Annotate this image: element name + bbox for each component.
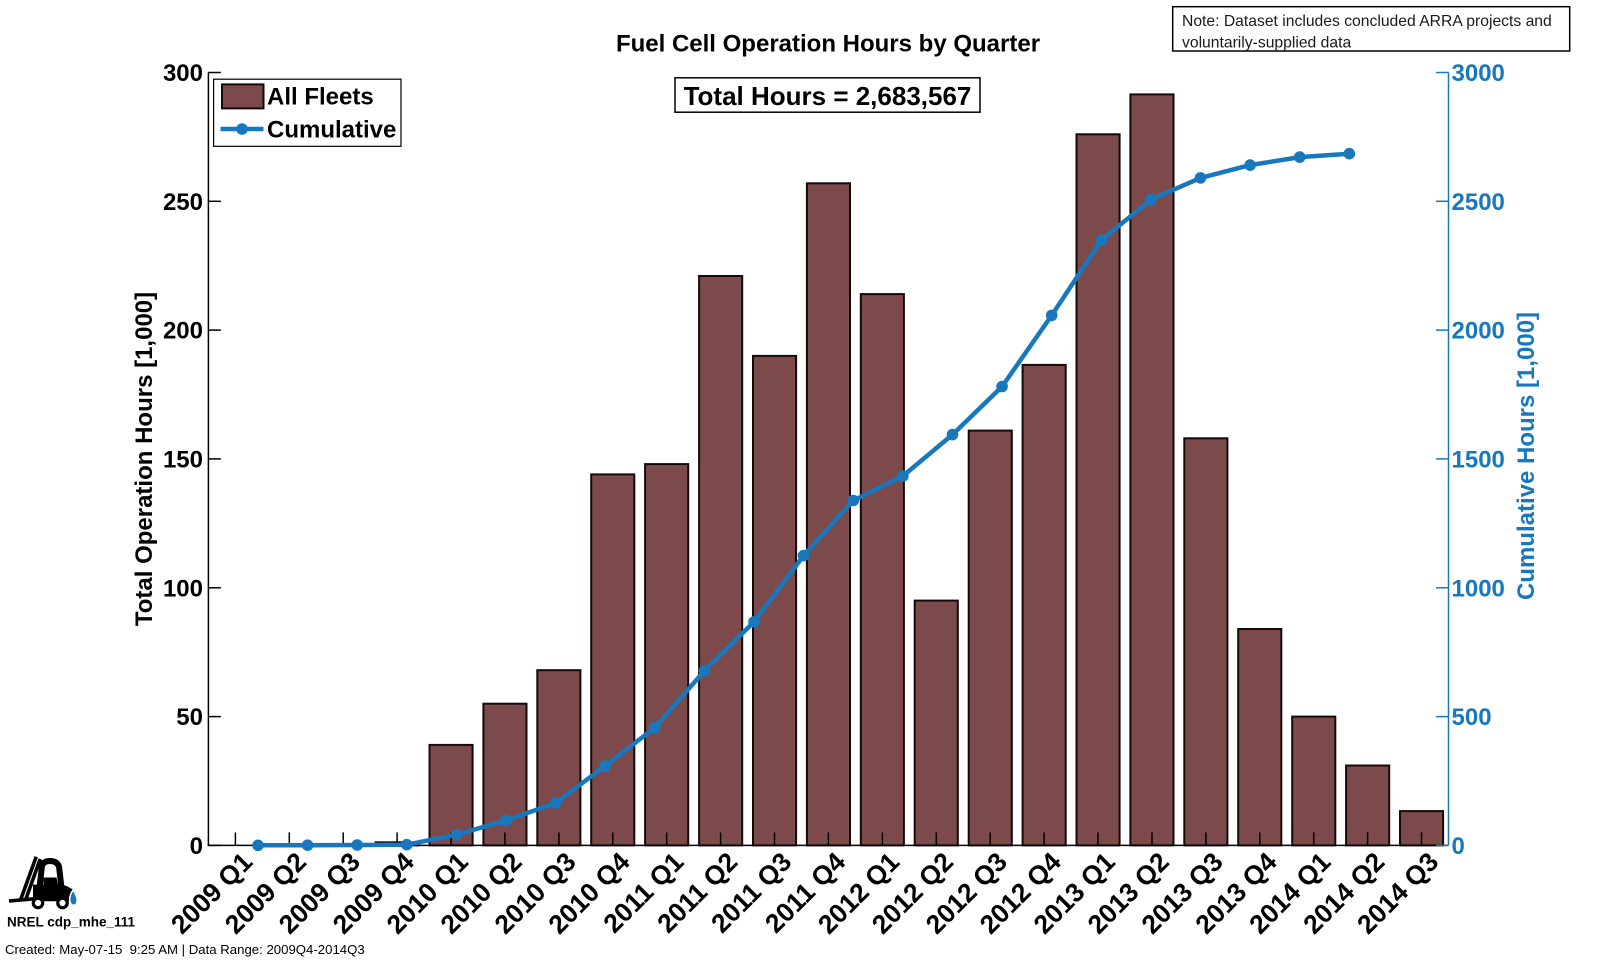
svg-text:0: 0 <box>190 833 203 860</box>
svg-text:1500: 1500 <box>1452 446 1505 473</box>
svg-text:1000: 1000 <box>1452 575 1505 602</box>
svg-text:All Fleets: All Fleets <box>267 84 374 111</box>
svg-text:Created: May-07-15 9:25 AM |: Created: May-07-15 9:25 AM | Data Range:… <box>5 942 365 957</box>
svg-text:Fuel Cell Operation Hours by Q: Fuel Cell Operation Hours by Quarter <box>616 30 1040 57</box>
svg-text:Total Operation Hours [1,000]: Total Operation Hours [1,000] <box>131 292 158 626</box>
svg-text:150: 150 <box>163 446 203 473</box>
svg-text:Total Hours = 2,683,567: Total Hours = 2,683,567 <box>684 81 972 111</box>
svg-text:50: 50 <box>176 704 203 731</box>
svg-text:100: 100 <box>163 575 203 602</box>
svg-text:voluntarily-supplied data: voluntarily-supplied data <box>1182 35 1351 52</box>
svg-text:Note: Dataset includes conclud: Note: Dataset includes concluded ARRA pr… <box>1182 13 1552 30</box>
svg-text:200: 200 <box>163 318 203 345</box>
svg-text:NREL cdp_mhe_111: NREL cdp_mhe_111 <box>7 915 136 930</box>
svg-text:250: 250 <box>163 189 203 216</box>
svg-text:3000: 3000 <box>1452 60 1505 87</box>
svg-text:Cumulative: Cumulative <box>267 117 396 144</box>
svg-text:2000: 2000 <box>1452 318 1505 345</box>
svg-text:Cumulative Hours [1,000]: Cumulative Hours [1,000] <box>1513 312 1540 600</box>
svg-text:300: 300 <box>163 60 203 87</box>
svg-text:0: 0 <box>1452 833 1465 860</box>
svg-text:2500: 2500 <box>1452 189 1505 216</box>
svg-text:500: 500 <box>1452 704 1492 731</box>
